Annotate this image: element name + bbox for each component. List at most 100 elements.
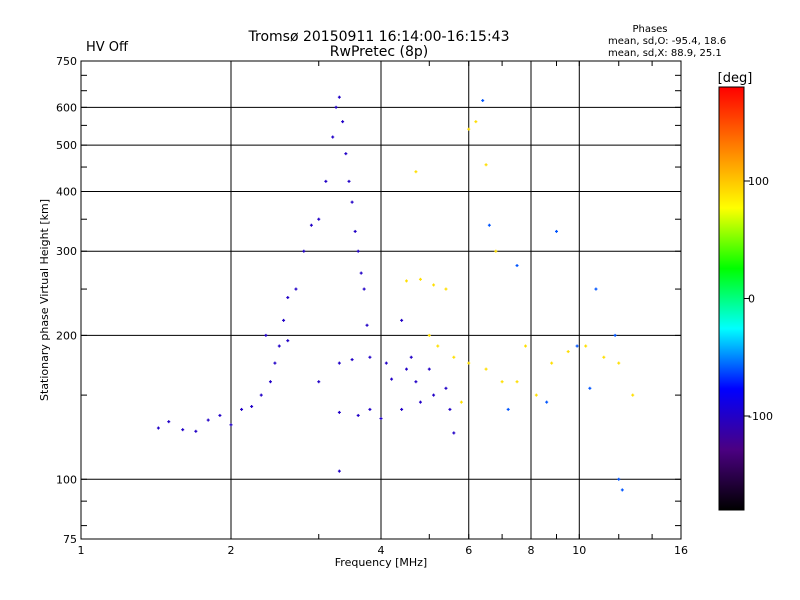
data-point bbox=[481, 99, 485, 103]
data-point bbox=[588, 386, 592, 390]
hv-status-label: HV Off bbox=[86, 40, 129, 55]
data-point bbox=[331, 135, 335, 139]
y-tick-label: 75 bbox=[63, 533, 77, 546]
data-point bbox=[347, 179, 351, 183]
data-point bbox=[277, 344, 281, 348]
data-point bbox=[414, 170, 418, 174]
data-point bbox=[344, 152, 348, 156]
data-point bbox=[506, 407, 510, 411]
data-point bbox=[400, 407, 404, 411]
data-point bbox=[350, 358, 354, 362]
y-tick-label: 750 bbox=[56, 55, 77, 68]
data-point bbox=[427, 367, 431, 371]
y-tick-labels: 75 100 200 300 400 500 600 750 bbox=[56, 55, 77, 546]
data-point bbox=[436, 344, 440, 348]
data-point bbox=[515, 380, 519, 384]
data-point bbox=[359, 271, 363, 275]
data-point bbox=[156, 426, 160, 430]
data-point bbox=[467, 127, 471, 131]
phase-stats-title: Phases bbox=[632, 24, 667, 35]
y-tick-label: 500 bbox=[56, 139, 77, 152]
data-point bbox=[365, 323, 369, 327]
data-points bbox=[156, 95, 635, 492]
y-axis-label: Stationary phase Virtual Height [km] bbox=[38, 199, 51, 401]
data-point bbox=[286, 339, 290, 343]
data-point bbox=[617, 477, 621, 481]
data-point bbox=[534, 393, 538, 397]
data-point bbox=[337, 469, 341, 473]
data-point bbox=[302, 249, 306, 253]
data-point bbox=[432, 393, 436, 397]
data-point bbox=[554, 229, 558, 233]
data-point bbox=[167, 420, 171, 424]
data-point bbox=[566, 350, 570, 354]
data-point bbox=[353, 229, 357, 233]
data-point bbox=[240, 407, 244, 411]
data-point bbox=[324, 179, 328, 183]
colorbar-tick-label: -100 bbox=[748, 410, 773, 423]
x-tick-label: 8 bbox=[528, 544, 535, 557]
chart-subtitle: RwPretec (8p) bbox=[330, 44, 428, 60]
data-point bbox=[362, 287, 366, 291]
data-point bbox=[418, 400, 422, 404]
data-point bbox=[334, 105, 338, 109]
colorbar-tick-label: 0 bbox=[748, 293, 755, 306]
y-tick-label: 300 bbox=[56, 245, 77, 258]
data-point bbox=[594, 287, 598, 291]
data-point bbox=[368, 355, 372, 359]
x-tick-label: 1 bbox=[78, 544, 85, 557]
x-tick-label: 10 bbox=[572, 544, 586, 557]
data-point bbox=[484, 367, 488, 371]
data-point bbox=[181, 428, 185, 432]
data-point bbox=[317, 380, 321, 384]
data-point bbox=[575, 344, 579, 348]
data-point bbox=[550, 361, 554, 365]
data-point bbox=[264, 333, 268, 337]
data-point bbox=[545, 400, 549, 404]
data-point bbox=[229, 423, 233, 427]
data-point bbox=[584, 344, 588, 348]
minor-ticks bbox=[80, 61, 682, 539]
data-point bbox=[444, 386, 448, 390]
colorbar-tick-label: 100 bbox=[748, 175, 769, 188]
data-point bbox=[390, 377, 394, 381]
data-point bbox=[448, 407, 452, 411]
x-tick-label: 2 bbox=[228, 544, 235, 557]
data-point bbox=[432, 283, 436, 287]
data-point bbox=[368, 407, 372, 411]
chart-title: Tromsø 20150911 16:14:00-16:15:43 bbox=[248, 29, 510, 45]
y-tick-label: 600 bbox=[56, 101, 77, 114]
data-point bbox=[404, 279, 408, 283]
data-point bbox=[341, 120, 345, 124]
data-point bbox=[484, 163, 488, 167]
phase-stats-x: mean, sd,X: 88.9, 25.1 bbox=[608, 48, 722, 59]
data-point bbox=[515, 264, 519, 268]
plot-area: 1 2 4 6 8 10 16 75 100 200 300 400 500 600 750 bbox=[56, 55, 688, 557]
data-point bbox=[404, 367, 408, 371]
data-point bbox=[218, 413, 222, 417]
colorbar-ticks: 100 0 -100 bbox=[744, 175, 773, 423]
data-point bbox=[613, 333, 617, 337]
data-point bbox=[268, 380, 272, 384]
x-tick-label: 16 bbox=[674, 544, 688, 557]
data-point bbox=[494, 249, 498, 253]
x-tick-label: 4 bbox=[378, 544, 385, 557]
data-point bbox=[350, 200, 354, 204]
data-point bbox=[487, 223, 491, 227]
data-point bbox=[337, 361, 341, 365]
data-point bbox=[337, 95, 341, 99]
data-point bbox=[250, 404, 254, 408]
y-tick-label: 200 bbox=[56, 329, 77, 342]
data-point bbox=[444, 287, 448, 291]
data-point bbox=[631, 393, 635, 397]
phase-stats-o: mean, sd,O: -95.4, 18.6 bbox=[608, 36, 726, 47]
data-point bbox=[317, 217, 321, 221]
data-point bbox=[379, 417, 383, 421]
x-tick-label: 6 bbox=[465, 544, 472, 557]
data-point bbox=[259, 393, 263, 397]
data-point bbox=[309, 223, 313, 227]
data-point bbox=[409, 355, 413, 359]
data-point bbox=[602, 355, 606, 359]
data-point bbox=[500, 380, 504, 384]
